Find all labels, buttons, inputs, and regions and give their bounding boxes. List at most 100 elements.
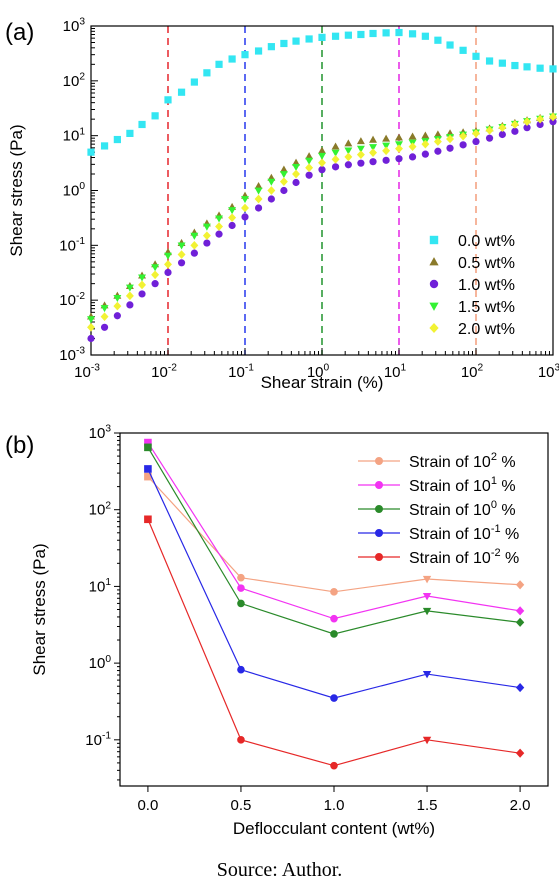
- panel-a: (a) 10-3 10-2 10-1 100 101 102 103 10-3 10-2 10-1 1…: [5, 17, 559, 392]
- legend-marker: [429, 257, 439, 266]
- data-point: [433, 137, 442, 146]
- data-point: [318, 146, 326, 154]
- x-tick-label: 10-1: [228, 363, 254, 381]
- data-point: [515, 606, 525, 616]
- y-tick-label: 103: [63, 17, 86, 35]
- data-point: [498, 123, 507, 132]
- data-point: [382, 156, 390, 164]
- data-point: [422, 736, 432, 745]
- data-point: [422, 607, 432, 616]
- data-point: [280, 39, 288, 48]
- data-point: [459, 131, 468, 141]
- data-point: [87, 322, 95, 332]
- data-point: [228, 55, 236, 63]
- data-point: [434, 36, 442, 44]
- data-point: [254, 182, 263, 190]
- data-point: [369, 29, 377, 38]
- data-point: [125, 284, 134, 292]
- series: [87, 28, 557, 156]
- data-point: [113, 135, 121, 144]
- data-point: [144, 443, 152, 452]
- legend-marker: [375, 553, 383, 561]
- y-tick-label: 102: [63, 72, 86, 90]
- legend-label: 0.0 wt%: [458, 233, 515, 250]
- data-point: [331, 155, 340, 164]
- legend-label: Strain of 102 %: [409, 451, 516, 471]
- panel-label-b: (b): [5, 432, 34, 459]
- x-tick-label: 2.0: [510, 797, 531, 814]
- data-point: [330, 761, 338, 770]
- data-point: [203, 69, 211, 77]
- data-point: [241, 203, 249, 213]
- data-point: [408, 142, 417, 151]
- data-point: [536, 64, 544, 72]
- data-point: [344, 161, 352, 169]
- data-point: [164, 96, 172, 104]
- legend-label: 1.0 wt%: [458, 277, 515, 294]
- data-point: [382, 146, 391, 156]
- data-point: [237, 573, 245, 582]
- y-tick-label: 101: [89, 577, 112, 595]
- legend-marker: [375, 529, 383, 537]
- data-point: [331, 32, 340, 40]
- data-point: [515, 748, 525, 758]
- x-tick-label: 102: [461, 363, 484, 381]
- series: [144, 438, 525, 623]
- data-point: [144, 438, 152, 447]
- data-point: [344, 31, 352, 39]
- legend-b: Strain of 102 % Strain of 101 % Strain of …: [358, 451, 519, 567]
- data-point: [87, 148, 95, 156]
- data-point: [395, 28, 403, 37]
- data-point: [254, 47, 263, 55]
- y-tick-label: 10-3: [59, 346, 85, 364]
- series: [144, 472, 525, 596]
- data-point: [356, 145, 365, 153]
- series: [87, 112, 557, 332]
- data-point: [190, 249, 198, 257]
- legend-label: Strain of 100 %: [409, 499, 516, 519]
- legend-label: 1.5 wt%: [458, 299, 515, 316]
- data-point: [472, 52, 480, 60]
- data-point: [125, 291, 134, 301]
- x-axis-label-a: Shear strain (%): [261, 373, 384, 392]
- series: [144, 443, 525, 638]
- data-point: [305, 163, 314, 173]
- data-point: [357, 159, 365, 167]
- legend-marker: [375, 457, 383, 465]
- data-point: [144, 465, 152, 473]
- data-point: [241, 51, 249, 59]
- panel-b: (b) 0.0 0.5 1.0 1.5 2.0 10-1 100 101 102 103 Defloc…: [5, 424, 549, 838]
- data-point: [164, 260, 172, 269]
- y-axis-label-a: Shear stress (Pa): [7, 124, 26, 256]
- y-tick-label: 10-1: [59, 236, 85, 254]
- data-point: [228, 213, 237, 222]
- data-point: [126, 301, 134, 309]
- data-point: [164, 268, 172, 277]
- data-point: [344, 139, 353, 147]
- data-point: [279, 165, 288, 173]
- data-point: [472, 137, 480, 146]
- data-point: [395, 144, 403, 153]
- data-point: [330, 694, 338, 702]
- data-point: [549, 118, 557, 126]
- data-point: [177, 250, 186, 259]
- data-point: [237, 599, 245, 608]
- y-axis-label-b: Shear stress (Pa): [30, 543, 49, 675]
- data-point: [279, 171, 288, 179]
- y-tick-label: 100: [89, 654, 112, 672]
- data-point: [100, 312, 109, 321]
- data-point: [515, 683, 525, 693]
- data-point: [100, 142, 109, 150]
- x-axis-label-b: Deflocculant content (wt%): [233, 819, 435, 838]
- data-point: [446, 134, 454, 144]
- data-point: [190, 241, 199, 250]
- data-point: [523, 124, 531, 132]
- data-point: [100, 323, 109, 331]
- data-point: [318, 166, 326, 174]
- data-point: [318, 158, 326, 168]
- data-point: [549, 65, 557, 73]
- data-point: [369, 144, 377, 152]
- data-point: [254, 194, 263, 204]
- y-tick-label: 103: [89, 424, 112, 442]
- y-tick-label: 102: [89, 500, 112, 518]
